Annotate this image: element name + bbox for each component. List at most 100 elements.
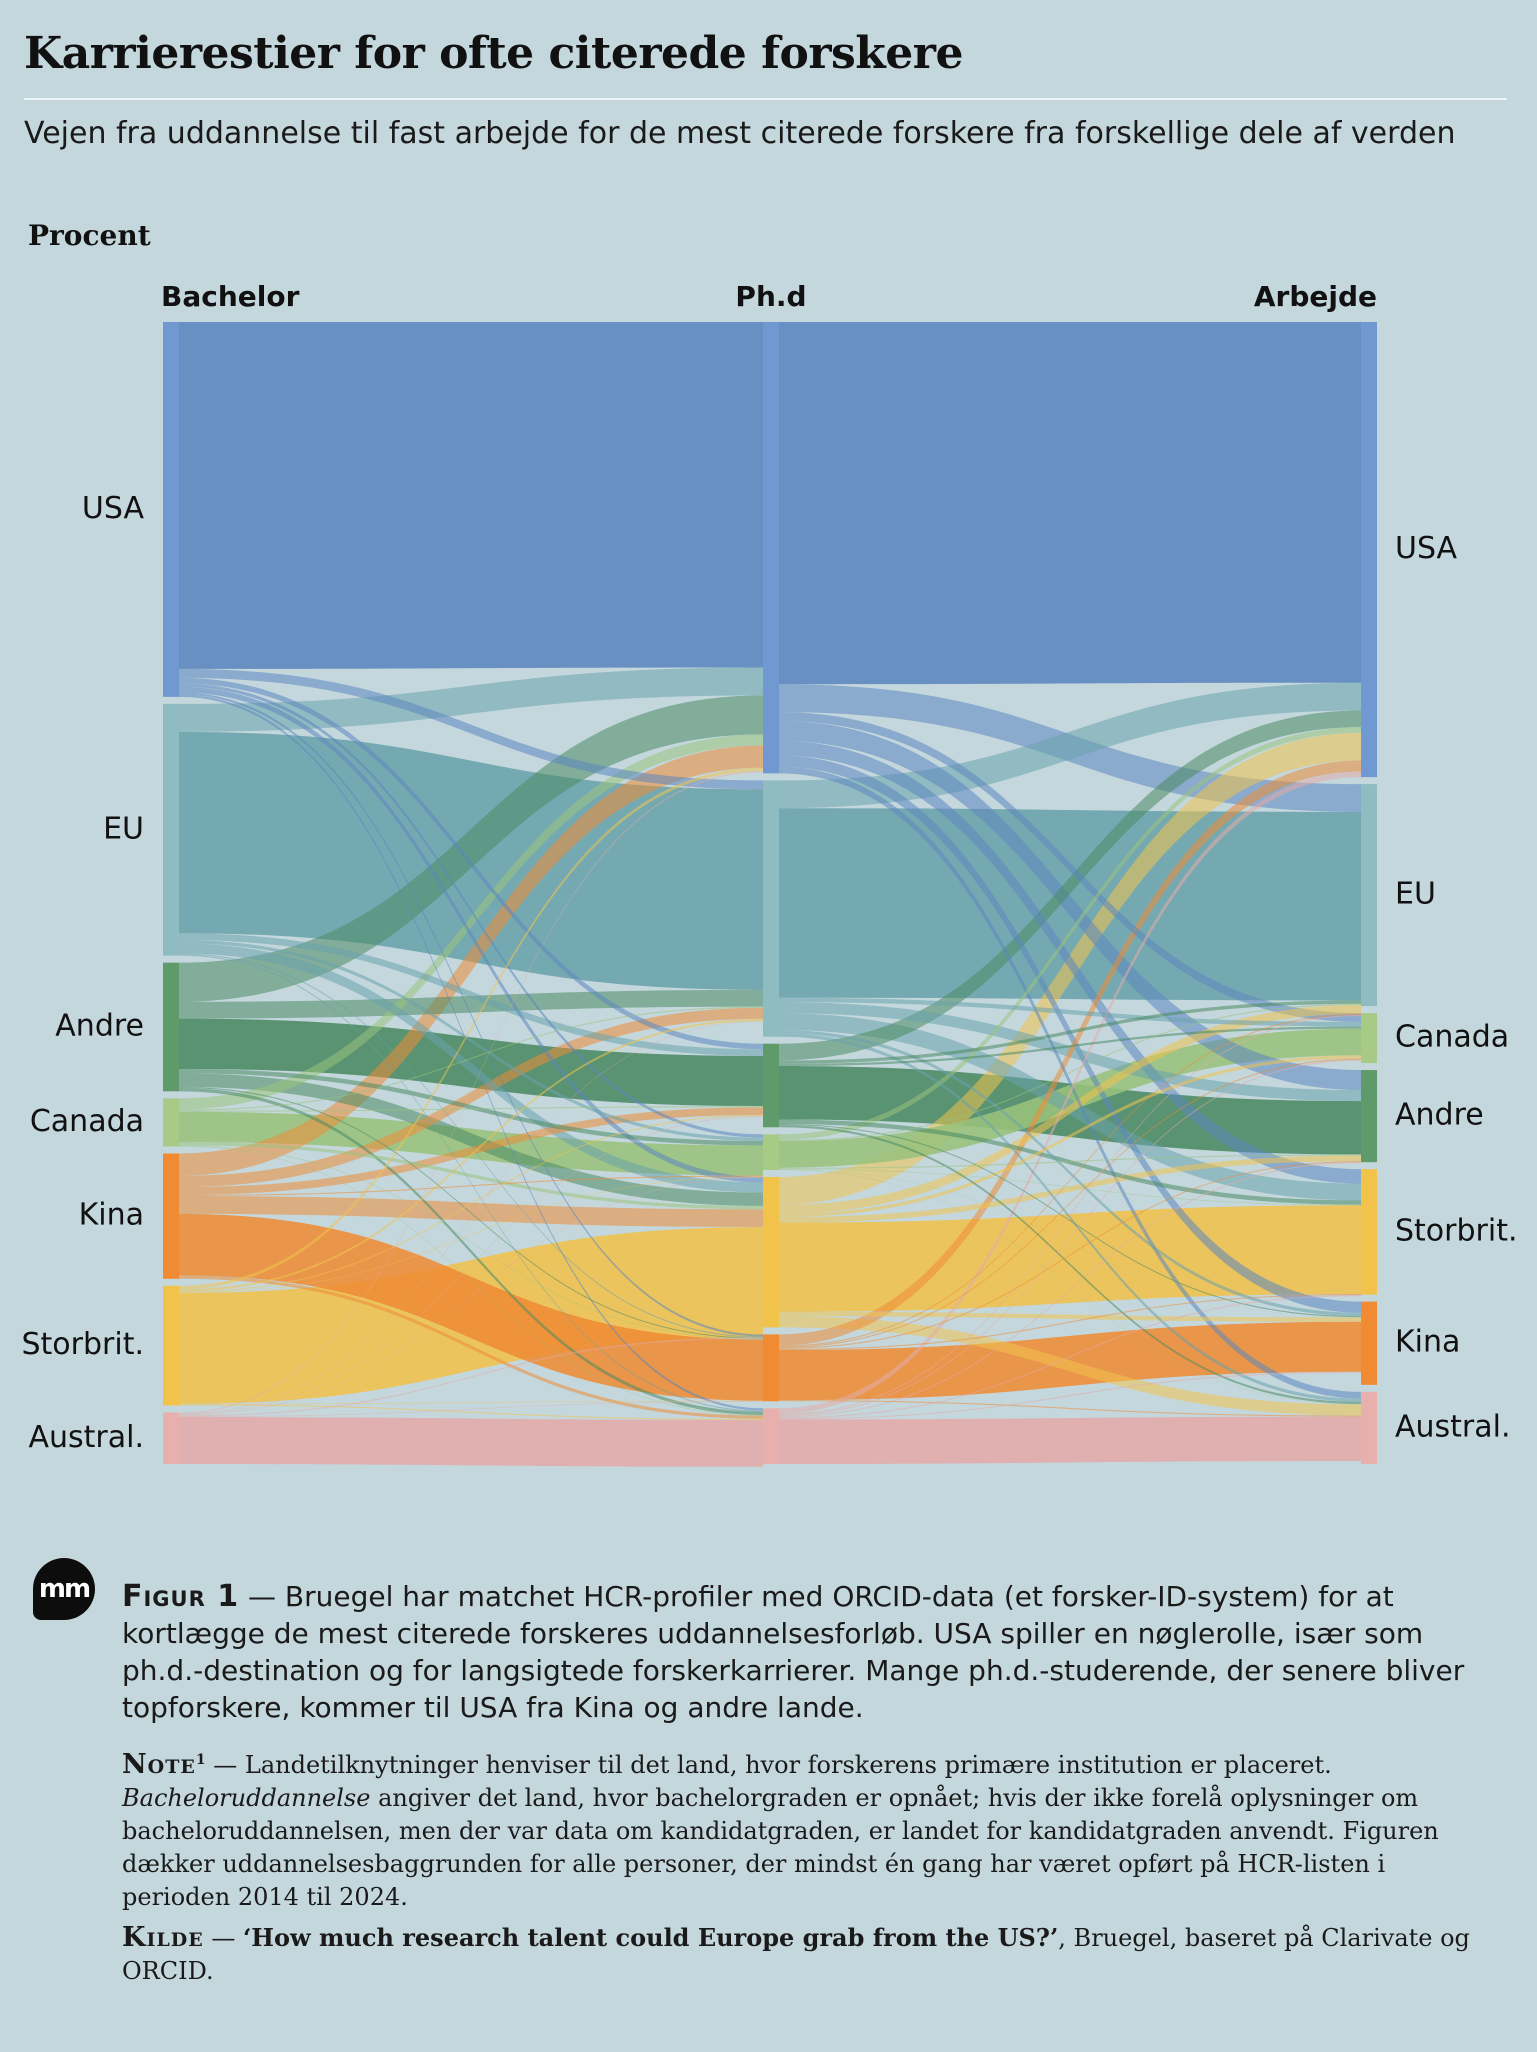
bachelor-phd-link-canada-to-kina xyxy=(179,1145,763,1340)
sankey-chart: USA EU Andre Canada Kina Storbrit. Austral. USA… xyxy=(21,280,1518,1467)
logo-icon: mm xyxy=(33,1558,95,1620)
logo-text: mm xyxy=(38,1574,91,1604)
phd-work-link-kina-to-usa xyxy=(779,760,1361,1346)
bachelor-phd-link-andre-to-eu xyxy=(179,989,763,1019)
phd-work-link-canada-to-eu xyxy=(779,1003,1361,1141)
unit-label: Procent xyxy=(28,219,151,252)
stage-label-bachelor: Bachelor xyxy=(161,280,300,313)
phd-work-link-austral-to-canada xyxy=(779,1059,1361,1417)
bachelor-phd-link-usa-to-austral xyxy=(179,694,763,1411)
figure-caption: Figur 1 — Bruegel har matchet HCR-profil… xyxy=(122,1578,1492,1726)
phd-work-link-andre-to-canada xyxy=(779,1026,1361,1066)
bachelor-phd-link-usa-to-kina xyxy=(179,692,763,1337)
work-label-usa: USA xyxy=(1395,531,1458,566)
bachelor-phd-link-andre-to-austral xyxy=(179,1087,763,1415)
work-node-kina xyxy=(1361,1301,1377,1385)
phd-work-link-storbrit-to-kina xyxy=(779,1311,1361,1322)
note-label: Note xyxy=(122,1749,196,1780)
phd-work-link-austral-to-usa xyxy=(779,771,1361,1414)
phd-work-link-storbrit-to-storbrit xyxy=(779,1205,1361,1312)
work-node-canada xyxy=(1361,1013,1377,1064)
work-label-austral: Austral. xyxy=(1395,1409,1511,1444)
bachelor-phd-link-eu-to-kina xyxy=(179,953,763,1338)
phd-node-storbrit xyxy=(763,1176,779,1328)
bachelor-node-eu xyxy=(163,703,179,956)
bachelor-phd-link-usa-to-andre xyxy=(179,677,763,1050)
bachelor-phd-link-kina-to-eu xyxy=(179,1007,763,1188)
work-label-canada: Canada xyxy=(1395,1020,1509,1055)
bachelor-label-eu: EU xyxy=(103,811,144,846)
phd-node-usa xyxy=(763,322,779,774)
bachelor-node-andre xyxy=(163,962,179,1092)
note-superscript: 1 xyxy=(195,1752,206,1768)
phd-work-link-canada-to-andre xyxy=(779,1154,1361,1169)
phd-work-link-usa-to-austral xyxy=(779,766,1361,1399)
work-label-andre: Andre xyxy=(1395,1098,1484,1133)
bachelor-label-storbrit: Storbrit. xyxy=(21,1327,144,1362)
figure-note: Note1 — Landetilknytninger henviser til … xyxy=(122,1744,1492,1914)
bachelor-phd-link-kina-to-storbrit xyxy=(179,1195,763,1228)
bachelor-label-kina: Kina xyxy=(79,1198,144,1233)
bachelor-phd-link-canada-to-austral xyxy=(179,1145,763,1416)
phd-work-link-austral-to-eu xyxy=(779,1014,1361,1415)
phd-node-eu xyxy=(763,780,779,1037)
work-label-eu: EU xyxy=(1395,877,1436,912)
note-dash: — xyxy=(205,1751,245,1779)
bachelor-phd-link-storbrit-to-eu xyxy=(179,1018,763,1292)
bachelor-phd-link-eu-to-canada xyxy=(179,939,763,1141)
bachelor-phd-link-storbrit-to-kina xyxy=(179,1400,763,1405)
bachelor-node-austral xyxy=(163,1412,179,1464)
phd-work-link-austral-to-andre xyxy=(779,1162,1361,1418)
phd-work-link-kina-to-austral xyxy=(779,1400,1361,1417)
nodes-layer xyxy=(163,322,1377,1464)
phd-node-austral xyxy=(763,1408,779,1464)
bachelor-phd-link-austral-to-storbrit xyxy=(179,1337,763,1417)
source-label: Kilde xyxy=(122,1922,204,1953)
figure-source: Kilde — ‘How much research talent could … xyxy=(122,1921,1492,1988)
phd-work-link-storbrit-to-andre xyxy=(779,1155,1361,1223)
note-text-after: angiver det land, hvor bachelorgraden er… xyxy=(122,1784,1439,1911)
work-node-storbrit xyxy=(1361,1169,1377,1295)
bachelor-phd-link-usa-to-eu xyxy=(179,668,763,790)
bachelor-phd-link-storbrit-to-andre xyxy=(179,1115,763,1293)
work-node-eu xyxy=(1361,784,1377,1007)
bachelor-node-usa xyxy=(163,322,179,697)
caption-dash: — xyxy=(239,1580,285,1613)
bachelor-label-andre: Andre xyxy=(55,1008,144,1043)
bachelor-phd-link-andre-to-kina xyxy=(179,1086,763,1339)
bachelor-phd-link-eu-to-austral xyxy=(179,954,763,1412)
bachelor-phd-link-kina-to-andre xyxy=(179,1107,763,1195)
bachelor-phd-link-austral-to-austral xyxy=(179,1417,763,1467)
phd-work-link-canada-to-canada xyxy=(779,1028,1361,1168)
source-dash: — xyxy=(203,1924,243,1952)
bachelor-phd-link-usa-to-storbrit xyxy=(179,686,763,1183)
bachelor-phd-link-kina-to-canada xyxy=(179,1175,763,1196)
chart-title: Karrierestier for ofte citerede forskere xyxy=(24,28,963,79)
phd-work-link-kina-to-storbrit xyxy=(779,1294,1361,1351)
caption-label: Figur 1 xyxy=(122,1579,240,1614)
phd-node-canada xyxy=(763,1134,779,1170)
title-divider xyxy=(24,98,1507,100)
phd-work-link-austral-to-austral xyxy=(779,1416,1361,1464)
phd-node-kina xyxy=(763,1334,779,1402)
bachelor-phd-link-storbrit-to-usa xyxy=(179,767,763,1290)
bachelor-phd-link-austral-to-andre xyxy=(179,1116,763,1415)
phd-work-link-austral-to-storbrit xyxy=(779,1295,1361,1419)
work-node-andre xyxy=(1361,1070,1377,1163)
phd-work-link-canada-to-kina xyxy=(779,1169,1361,1318)
phd-work-link-andre-to-austral xyxy=(779,1125,1361,1405)
bachelor-phd-link-austral-to-eu xyxy=(179,1021,763,1415)
phd-work-link-canada-to-austral xyxy=(779,1169,1361,1405)
phd-work-link-andre-to-eu xyxy=(779,1000,1361,1064)
phd-work-link-andre-to-usa xyxy=(779,710,1361,1061)
bachelor-node-storbrit xyxy=(163,1285,179,1406)
phd-work-link-usa-to-kina xyxy=(779,755,1361,1313)
bachelor-phd-link-canada-to-andre xyxy=(179,1106,763,1112)
bachelor-phd-link-austral-to-usa xyxy=(179,771,763,1414)
bachelor-phd-link-andre-to-usa xyxy=(179,695,763,1002)
phd-work-link-kina-to-canada xyxy=(779,1058,1361,1348)
phd-work-link-storbrit-to-canada xyxy=(779,1055,1361,1218)
work-label-kina: Kina xyxy=(1395,1325,1460,1360)
bachelor-phd-link-storbrit-to-canada xyxy=(179,1176,763,1294)
bachelor-phd-link-austral-to-canada xyxy=(179,1177,763,1416)
